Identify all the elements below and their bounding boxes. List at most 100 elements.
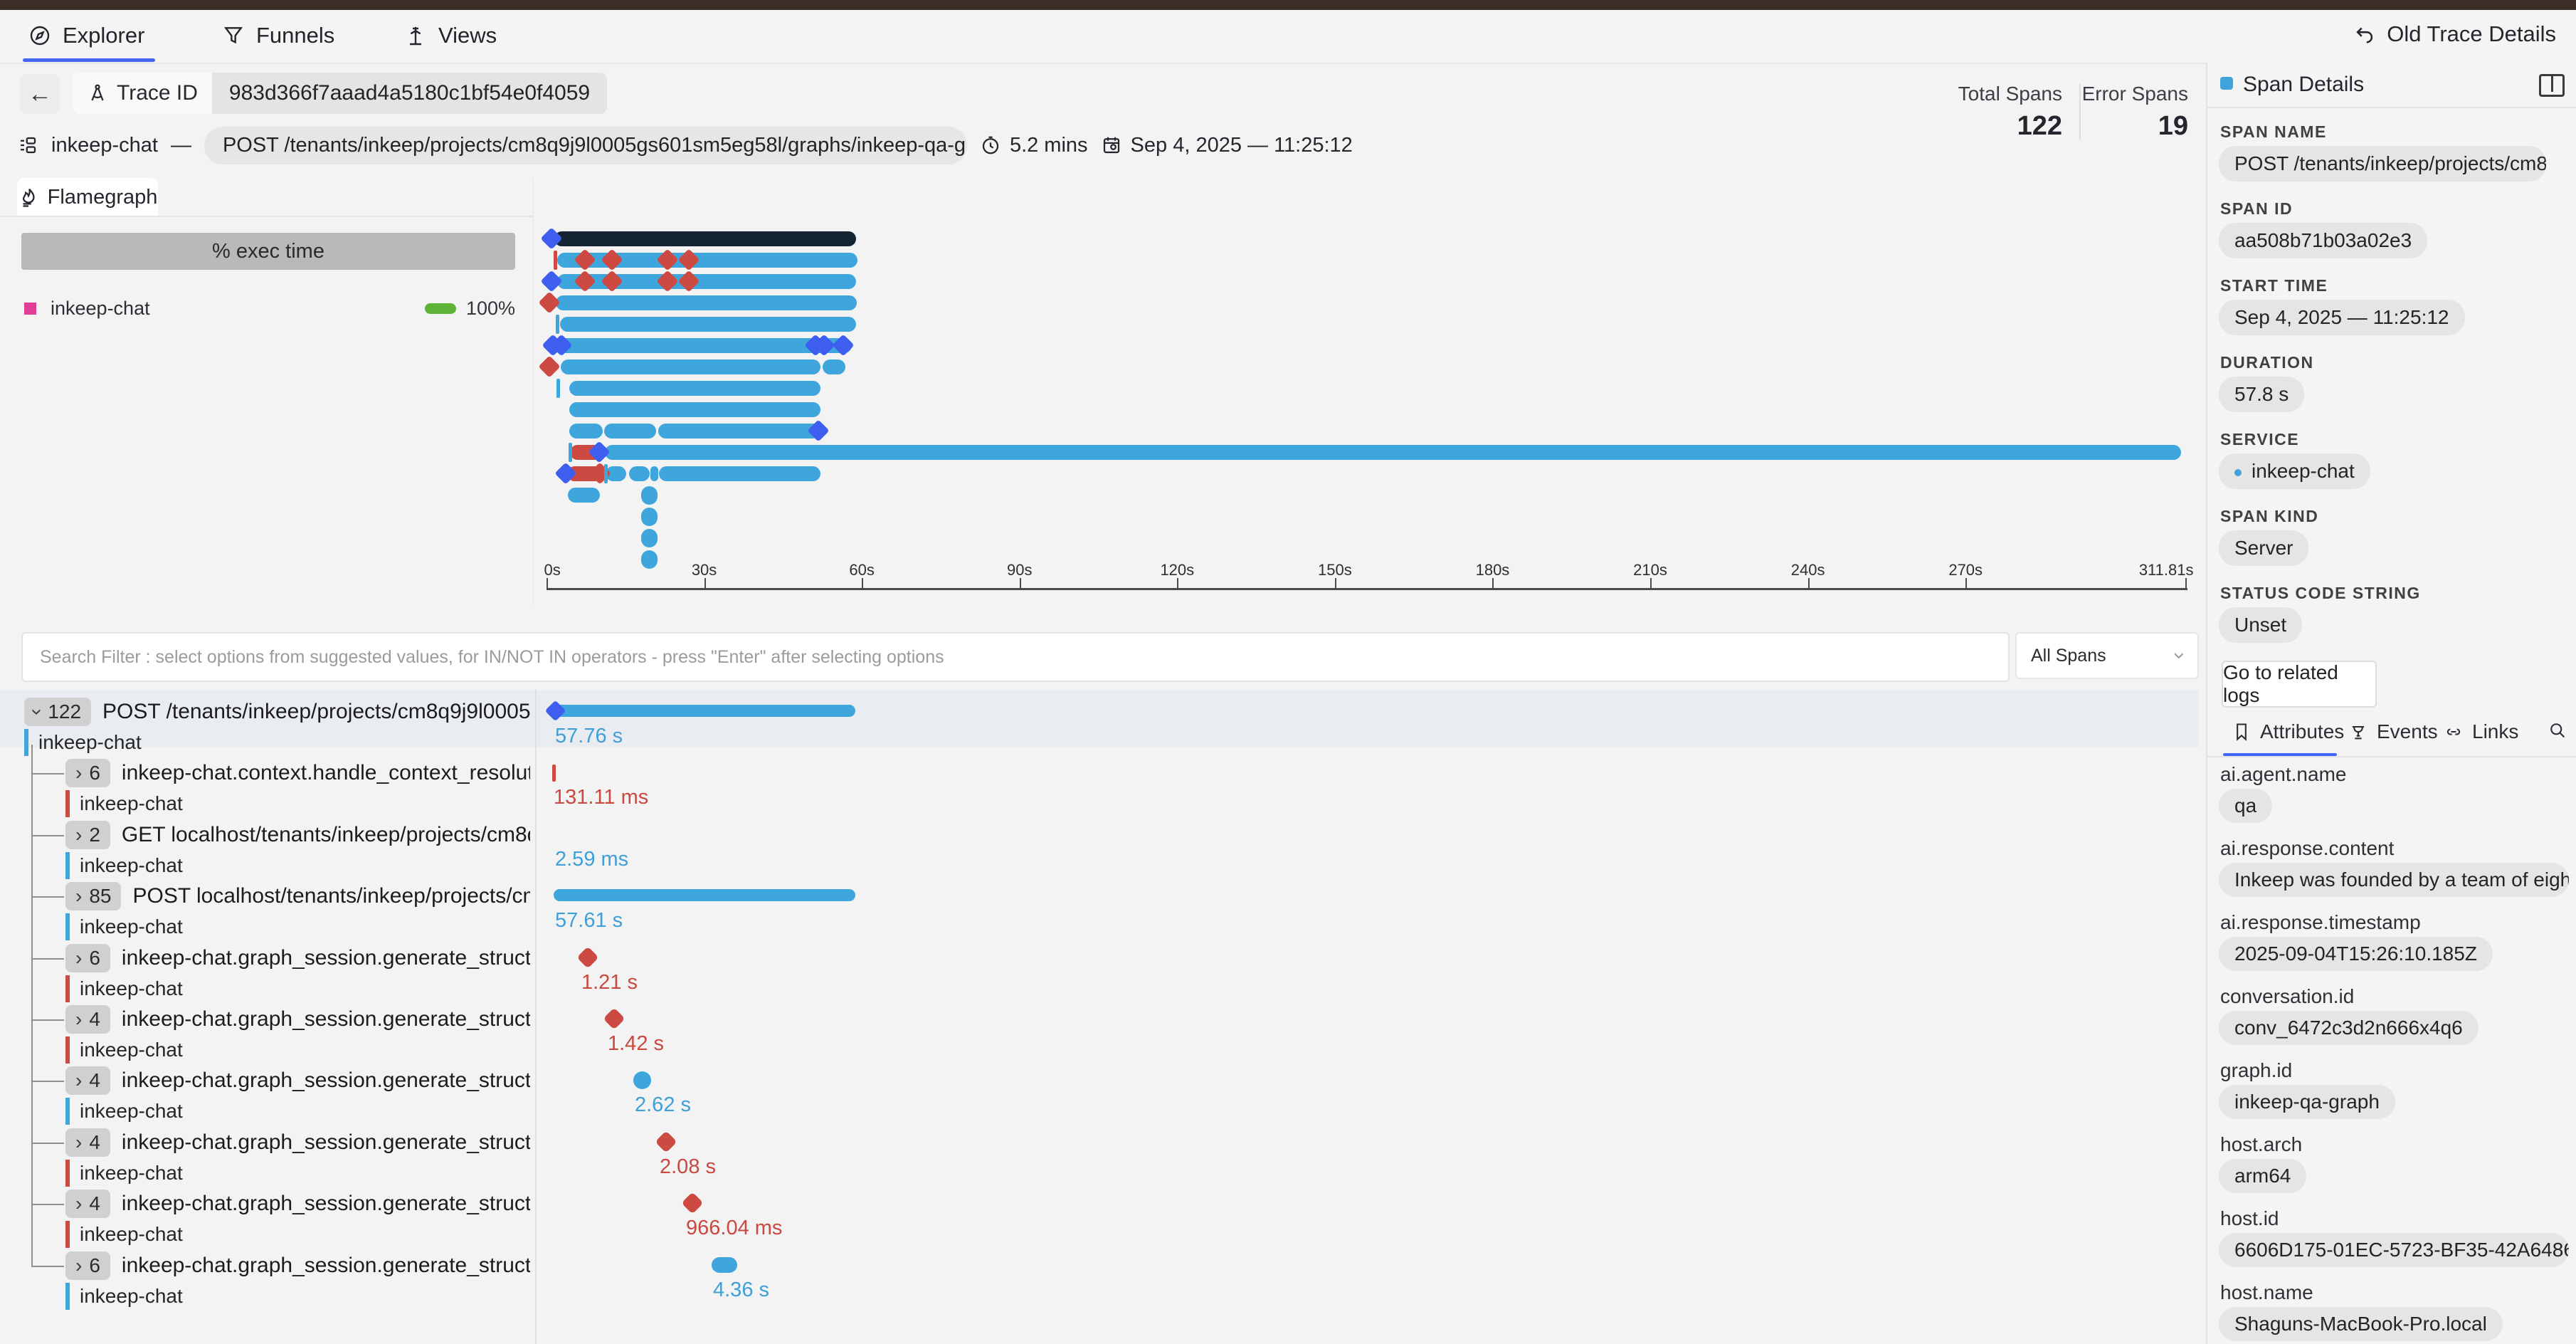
link-event-diamond[interactable]: [588, 441, 611, 463]
attribute-value-pill[interactable]: Shaguns-MacBook-Pro.local: [2219, 1307, 2503, 1341]
tab-explorer[interactable]: Explorer: [28, 23, 144, 48]
error-event-diamond[interactable]: [677, 270, 700, 293]
tab-views[interactable]: Views: [404, 23, 497, 48]
span-tree-row[interactable]: › 4 inkeep-chat.graph_session.generate_str…: [65, 1005, 530, 1034]
tab-events[interactable]: Events: [2348, 720, 2438, 743]
span-tree-row[interactable]: › 122 POST /tenants/inkeep/projects/cm8q9j…: [24, 698, 530, 726]
attribute-value-pill[interactable]: Inkeep was founded by a team of eigh...: [2219, 863, 2569, 897]
service-legend-row[interactable]: inkeep-chat 100%: [24, 295, 515, 321]
waterfall-span-dot[interactable]: [633, 1071, 651, 1090]
link-event-diamond[interactable]: [542, 334, 564, 357]
flamegraph-span-bar[interactable]: [566, 466, 603, 481]
link-event-diamond[interactable]: [540, 227, 563, 250]
flamegraph-span-bar[interactable]: [570, 445, 603, 460]
tiny-span-dot[interactable]: [641, 508, 658, 526]
error-event-diamond[interactable]: [601, 248, 623, 271]
field-value-pill[interactable]: inkeep-chat: [2219, 453, 2370, 489]
tiny-span-tick[interactable]: [554, 251, 558, 270]
waterfall-span-bar[interactable]: [554, 889, 855, 902]
span-tree-row[interactable]: › 6 inkeep-chat.context.handle_context_res…: [65, 759, 530, 788]
waterfall-span-bar[interactable]: [554, 705, 855, 717]
waterfall-span-pill[interactable]: [712, 1256, 737, 1273]
flamegraph-span-bar[interactable]: [658, 424, 820, 439]
flamegraph-span-bar[interactable]: [560, 317, 857, 332]
tab-attributes[interactable]: Attributes: [2232, 720, 2344, 743]
link-event-diamond[interactable]: [804, 334, 827, 357]
field-value-pill[interactable]: POST /tenants/inkeep/projects/cm8q9j...: [2219, 146, 2546, 182]
link-event-diamond[interactable]: [813, 334, 835, 357]
span-count-badge[interactable]: › 4: [65, 1128, 110, 1157]
flamegraph-span-bar[interactable]: [554, 231, 857, 246]
error-event-diamond[interactable]: [588, 462, 611, 485]
attribute-value-pill[interactable]: arm64: [2219, 1159, 2307, 1193]
waterfall-error-diamond[interactable]: [576, 946, 599, 969]
span-count-badge[interactable]: › 122: [24, 698, 92, 726]
back-button[interactable]: ←: [20, 74, 60, 114]
waterfall-error-diamond[interactable]: [603, 1007, 625, 1030]
tiny-span-dot[interactable]: [641, 550, 658, 569]
error-event-diamond[interactable]: [538, 355, 561, 378]
flamegraph-span-bar[interactable]: [628, 466, 650, 481]
link-event-diamond[interactable]: [832, 334, 855, 357]
attributes-search-icon[interactable]: [2548, 720, 2567, 740]
flamegraph-span-bar[interactable]: [569, 424, 603, 439]
span-tree-row[interactable]: › 85 POST localhost/tenants/inkeep/project…: [65, 882, 530, 911]
root-endpoint-pill[interactable]: POST /tenants/inkeep/projects/cm8q9j9l00…: [204, 126, 967, 164]
flamegraph-span-bar[interactable]: [556, 295, 857, 310]
attribute-value-pill[interactable]: 6606D175-01EC-5723-BF35-42A6486...: [2219, 1233, 2569, 1267]
span-count-badge[interactable]: › 4: [65, 1190, 110, 1219]
tiny-span-dot[interactable]: [641, 486, 658, 505]
span-count-badge[interactable]: › 6: [65, 1251, 110, 1280]
exec-time-header[interactable]: % exec time: [21, 233, 515, 270]
flamegraph-span-bar[interactable]: [659, 466, 820, 481]
trace-id-chip[interactable]: Trace ID 983d366f7aaad4a5180c1bf54e0f405…: [73, 73, 608, 114]
tiny-span-dot[interactable]: [641, 529, 658, 547]
attribute-value-pill[interactable]: qa: [2219, 789, 2273, 823]
tiny-span-tick[interactable]: [556, 315, 560, 334]
tiny-span-tick[interactable]: [604, 464, 608, 483]
flamegraph-span-bar[interactable]: [554, 338, 852, 353]
link-event-diamond[interactable]: [550, 334, 573, 357]
flamegraph-span-bar[interactable]: [604, 445, 2181, 460]
flamegraph-span-bar[interactable]: [560, 359, 820, 374]
span-tree-row[interactable]: › 4 inkeep-chat.graph_session.generate_str…: [65, 1066, 530, 1096]
flamegraph-span-bar[interactable]: [569, 402, 820, 417]
waterfall-error-diamond[interactable]: [655, 1130, 677, 1153]
tiny-span-tick[interactable]: [569, 443, 573, 462]
tab-funnels[interactable]: Funnels: [222, 23, 334, 48]
error-event-diamond[interactable]: [656, 270, 679, 293]
span-tree-row[interactable]: › 6 inkeep-chat.graph_session.generate_str…: [65, 1251, 530, 1280]
tab-links[interactable]: Links: [2444, 720, 2518, 743]
tiny-span-tick[interactable]: [556, 379, 561, 398]
field-value-pill[interactable]: Sep 4, 2025 — 11:25:12: [2219, 300, 2465, 335]
span-count-badge[interactable]: › 85: [65, 882, 122, 911]
link-event-diamond[interactable]: [554, 462, 577, 485]
link-event-diamond[interactable]: [540, 270, 563, 293]
field-value-pill[interactable]: aa508b71b03a02e3: [2219, 223, 2428, 258]
error-event-diamond[interactable]: [677, 248, 700, 271]
span-count-badge[interactable]: › 4: [65, 1066, 110, 1096]
span-count-badge[interactable]: › 2: [65, 820, 110, 849]
flamegraph-span-bar[interactable]: [822, 359, 846, 374]
flamegraph-span-bar[interactable]: [556, 253, 857, 268]
error-event-diamond[interactable]: [656, 248, 679, 271]
field-value-pill[interactable]: Unset: [2219, 607, 2303, 643]
attribute-value-pill[interactable]: 2025-09-04T15:26:10.185Z: [2219, 937, 2493, 971]
field-value-pill[interactable]: 57.8 s: [2219, 377, 2305, 412]
flamegraph-span-bar[interactable]: [605, 466, 627, 481]
flamegraph-span-bar[interactable]: [650, 466, 659, 481]
link-event-diamond[interactable]: [807, 419, 830, 442]
waterfall-span-tick[interactable]: [552, 765, 556, 782]
spans-filter-select[interactable]: All Spans ›: [2015, 632, 2199, 679]
waterfall-error-diamond[interactable]: [681, 1192, 704, 1214]
span-tree-row[interactable]: › 2 GET localhost/tenants/inkeep/projects/…: [65, 820, 530, 849]
old-trace-details-link[interactable]: Old Trace Details: [2353, 21, 2556, 47]
attribute-value-pill[interactable]: inkeep-qa-graph: [2219, 1085, 2395, 1119]
go-to-related-logs-button[interactable]: Go to related logs: [2222, 661, 2377, 708]
attribute-value-pill[interactable]: conv_6472c3d2n666x4q6: [2219, 1011, 2479, 1045]
span-tree-row[interactable]: › 4 inkeep-chat.graph_session.generate_str…: [65, 1190, 530, 1219]
field-value-pill[interactable]: Server: [2219, 530, 2309, 566]
span-tree-row[interactable]: › 4 inkeep-chat.graph_session.generate_str…: [65, 1128, 530, 1157]
span-tree-row[interactable]: › 6 inkeep-chat.graph_session.generate_str…: [65, 943, 530, 972]
flamegraph-span-bar[interactable]: [604, 424, 657, 439]
